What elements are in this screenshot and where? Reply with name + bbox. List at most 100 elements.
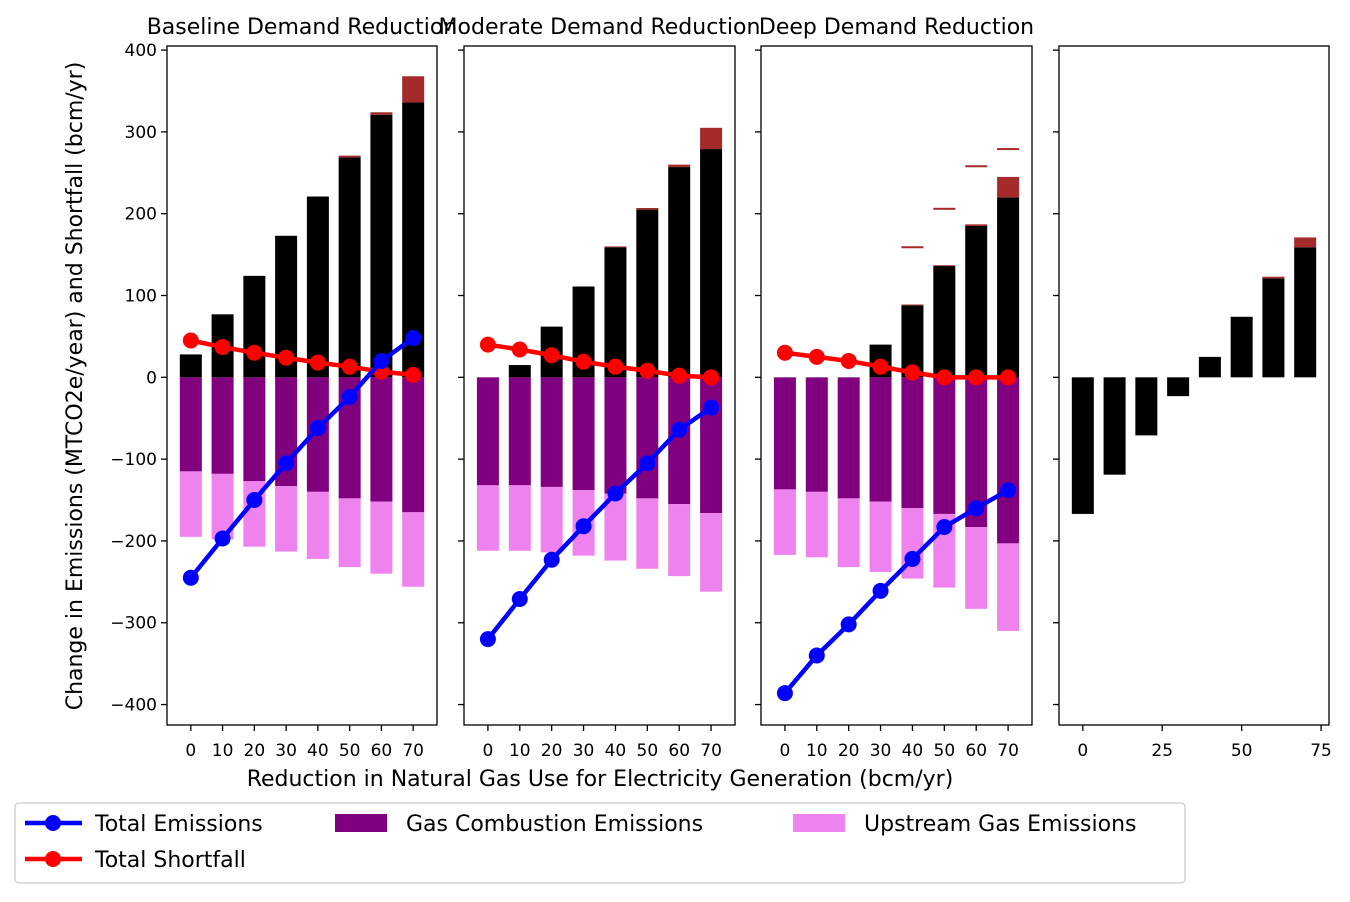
upstream-bar (997, 543, 1020, 631)
thin-marker (997, 148, 1020, 151)
brown-bar (402, 76, 425, 103)
total-emissions-point (182, 569, 199, 586)
total-shortfall-point (214, 339, 231, 356)
total-shortfall-point (904, 364, 921, 381)
combustion-bar (837, 377, 860, 499)
combustion-bar (476, 377, 499, 486)
upstream-bar (338, 498, 361, 568)
black-bar (306, 196, 329, 378)
combustion-bar (700, 377, 723, 514)
upstream-bar (773, 489, 796, 555)
black-bar (668, 167, 691, 378)
x-tick-label: 0 (185, 741, 196, 761)
x-tick-label: 40 (307, 741, 329, 761)
combustion-bar (901, 377, 924, 509)
y-tick-label: 0 (146, 368, 157, 388)
total-emissions-point (808, 647, 825, 664)
x-tick-label: 50 (934, 741, 956, 761)
x-tick-label: 30 (275, 741, 297, 761)
x-tick-label: 50 (637, 741, 659, 761)
total-shortfall-point (703, 369, 720, 386)
total-emissions-point (1000, 482, 1017, 499)
plot-frame (760, 45, 1033, 726)
total-emissions-point (936, 519, 953, 536)
legend-entry-gas-combustion: Gas Combustion Emissions (335, 812, 703, 837)
combustion-bar (540, 377, 563, 487)
total-emissions-point (607, 485, 624, 502)
total-emissions-point (479, 631, 496, 648)
upstream-bar (837, 498, 860, 568)
brown-bar (604, 246, 627, 248)
black-bar (604, 247, 627, 378)
upstream-bar (668, 504, 691, 577)
plot-frame (463, 45, 736, 726)
black-bar (997, 197, 1020, 378)
net-bar (1294, 247, 1317, 378)
legend-frame (14, 802, 1186, 884)
combustion-bar (997, 377, 1020, 544)
brown-bar (370, 112, 393, 115)
x-tick-label: 20 (838, 741, 860, 761)
brown-bar (901, 304, 924, 306)
combustion-bar (933, 377, 956, 514)
x-tick-label: 50 (339, 741, 361, 761)
total-emissions-point (309, 420, 326, 437)
legend: Total Emissions Gas Combustion Emissions… (14, 802, 1186, 884)
total-shortfall-point (1000, 369, 1017, 386)
black-bar (402, 102, 425, 378)
black-bar (965, 225, 988, 378)
brown-bar (1262, 276, 1285, 279)
panel-title: Baseline Demand Reduction (147, 15, 458, 40)
upstream-bar (402, 512, 425, 587)
total-shortfall-point (341, 358, 358, 375)
upstream-bar (275, 486, 298, 552)
total-shortfall-point (808, 348, 825, 365)
total-emissions-point (639, 455, 656, 472)
panel-title: Deep Demand Reduction (759, 15, 1034, 40)
total-shortfall-point (543, 347, 560, 364)
y-tick-label: 300 (125, 123, 157, 143)
net-bar (1135, 377, 1158, 436)
x-tick-label: 20 (541, 741, 563, 761)
total-shortfall-point (405, 366, 422, 383)
total-shortfall-point (246, 344, 263, 361)
x-tick-label: 0 (1077, 741, 1088, 761)
panel-1: −400 −300 −200 −100 0 100 200 300 400 0 10 20 30 40 50… (110, 15, 457, 761)
legend-marker-total-emissions (45, 815, 61, 831)
upstream-bar (476, 485, 499, 551)
x-tick-label: 0 (482, 741, 493, 761)
total-shortfall-point (182, 332, 199, 349)
brown-bar (636, 207, 659, 210)
total-emissions-point (776, 685, 793, 702)
combustion-bar (668, 377, 691, 505)
combustion-bar (402, 377, 425, 513)
brown-bar (338, 155, 361, 158)
total-emissions-point (246, 492, 263, 509)
x-tick-label: 60 (371, 741, 393, 761)
x-tick-label: 70 (402, 741, 424, 761)
net-bar (1071, 377, 1094, 514)
brown-bar (668, 164, 691, 168)
black-bar (275, 235, 298, 378)
combustion-bar (508, 377, 531, 486)
total-emissions-point (405, 330, 422, 347)
x-axis-label: Reduction in Natural Gas Use for Electri… (247, 767, 954, 792)
legend-marker-total-shortfall (45, 851, 61, 867)
net-bar (1167, 377, 1190, 397)
upstream-bar (179, 471, 202, 537)
total-shortfall-point (671, 367, 688, 384)
total-emissions-point (278, 455, 295, 472)
x-tick-label: 75 (1310, 741, 1332, 761)
combustion-bar (179, 377, 202, 472)
total-emissions-point (840, 616, 857, 633)
y-tick-label: 400 (125, 41, 157, 61)
y-tick-label: −200 (110, 532, 157, 552)
total-shortfall-point (936, 369, 953, 386)
upstream-bar (540, 486, 563, 553)
brown-bar (997, 176, 1020, 198)
total-emissions-point (968, 500, 985, 517)
x-tick-label: 70 (700, 741, 722, 761)
x-tick-label: 10 (806, 741, 828, 761)
black-bar (338, 157, 361, 378)
total-shortfall-point (309, 354, 326, 371)
